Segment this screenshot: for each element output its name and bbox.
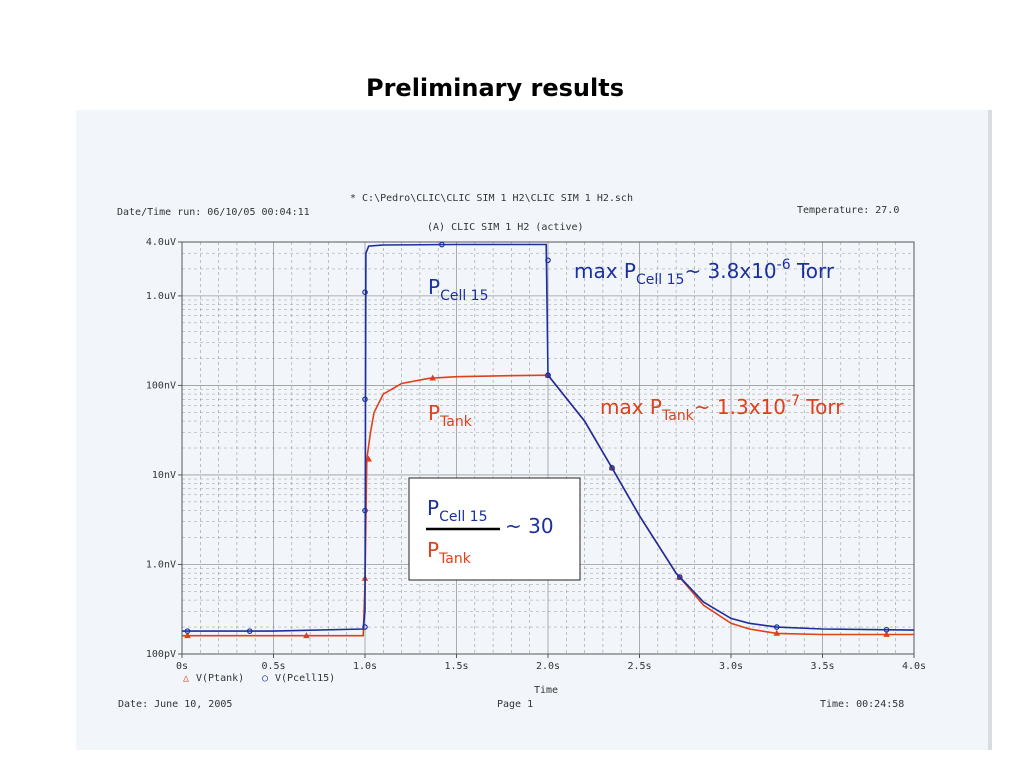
pcell-marker <box>609 465 615 471</box>
pcell-marker <box>883 626 890 633</box>
y-tick-label: 100nV <box>146 380 176 391</box>
pcell-marker <box>362 289 368 295</box>
scanned-plot-background <box>76 110 988 750</box>
pcell-marker <box>773 624 780 630</box>
x-tick-label: 3.0s <box>719 661 743 672</box>
footer-date: Date: June 10, 2005 <box>118 699 232 710</box>
ptank-marker <box>303 632 310 639</box>
pcell-curve-label: PCell 15 <box>428 275 489 304</box>
pcell-marker <box>184 628 191 634</box>
legend-marker-ptank: △ <box>183 673 189 684</box>
max-pcell-annotation: max PCell 15~ 3.8x10-6 Torr <box>574 257 835 288</box>
max-ptank-annotation: max PTank~ 1.3x10-7 Torr <box>600 393 844 424</box>
pcell-marker <box>439 241 445 248</box>
legend-label-ptank: V(Ptank) <box>196 673 244 684</box>
ptank-curve-label: PTank <box>428 401 473 430</box>
axes: 0s 0.5s 1.0s 1.5s 2.0s 2.5s 3.0s 3.5s 4.0s 4.0uV 1… <box>146 237 926 672</box>
datetime-run: Date/Time run: 06/10/05 00:04:11 <box>117 207 310 218</box>
ptank-marker <box>883 630 890 637</box>
x-tick-label: 3.5s <box>810 661 834 672</box>
x-tick-label: 1.0s <box>353 661 377 672</box>
ptank-marker <box>773 629 781 636</box>
y-tick-label: 100pV <box>146 649 176 660</box>
schematic-path: * C:\Pedro\CLIC\CLIC SIM 1 H2\CLIC SIM 1… <box>350 193 633 204</box>
y-tick-label: 1.0nV <box>146 559 176 570</box>
x-tick-label: 4.0s <box>902 661 926 672</box>
plot-title: (A) CLIC SIM 1 H2 (active) <box>427 222 584 233</box>
ptank-marker <box>184 632 191 639</box>
series-layer <box>182 241 915 639</box>
legend-marker-pcell: ○ <box>262 673 268 684</box>
ptank-marker <box>365 455 372 462</box>
footer-time: Time: 00:24:58 <box>820 699 904 710</box>
pcell-marker <box>676 574 683 580</box>
y-tick-label: 1.0uV <box>146 291 176 302</box>
pcell-marker <box>362 624 368 630</box>
pcell-marker <box>362 507 368 514</box>
x-tick-label: 2.5s <box>627 661 651 672</box>
grid <box>182 242 914 654</box>
ptank-marker <box>429 374 436 381</box>
legend: △ V(Ptank) ○ V(Pcell15) <box>183 673 335 684</box>
x-tick-label: 0s <box>176 661 188 672</box>
pcell-marker <box>246 628 253 634</box>
ratio-value: ~ 30 <box>505 514 554 538</box>
pcell-marker <box>545 372 551 379</box>
y-tick-label: 4.0uV <box>146 237 176 248</box>
pcell-marker <box>545 257 551 264</box>
legend-label-pcell: V(Pcell15) <box>275 673 335 684</box>
x-tick-label: 0.5s <box>261 661 285 672</box>
x-tick-label: 2.0s <box>536 661 560 672</box>
y-tick-label: 10nV <box>152 470 176 481</box>
x-tick-label: 1.5s <box>444 661 468 672</box>
x-axis-label: Time <box>534 685 558 696</box>
temperature: Temperature: 27.0 <box>797 205 899 216</box>
ratio-denominator: PTank <box>427 538 472 567</box>
ptank-line <box>182 374 914 637</box>
footer-page: Page 1 <box>497 699 533 710</box>
scan-edge <box>988 110 992 750</box>
ratio-numerator: PCell 15 <box>427 496 488 525</box>
ratio-box: PCell 15 PTank ~ 30 <box>408 477 581 581</box>
pcell-marker <box>362 396 368 403</box>
pcell-line <box>182 243 915 632</box>
slide-title: Preliminary results <box>366 74 624 102</box>
